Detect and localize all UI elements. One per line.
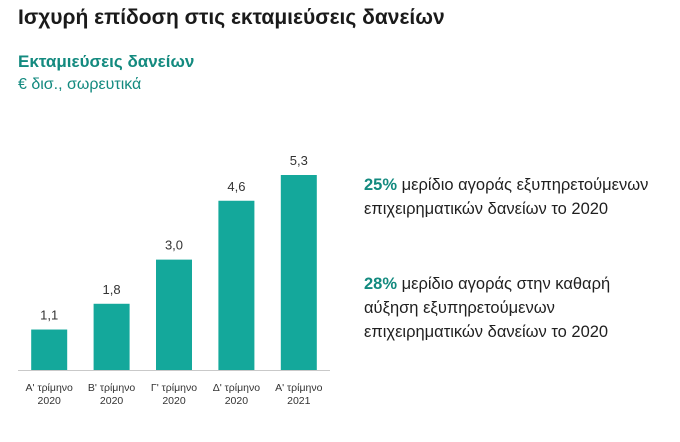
x-tick-label: 2020 [225,395,249,407]
highlight-percent: 28% [364,275,398,293]
x-tick-label: 2020 [162,395,186,407]
x-tick-label: Δ' τρίμηνο [213,382,261,394]
x-tick-label: Α' τρίμηνο [275,382,323,394]
bar-value-label: 5,3 [290,153,308,168]
highlight-text: μερίδιο αγοράς στην καθαρή αύξηση εξυπηρ… [364,275,611,341]
x-tick-label: 2021 [287,395,311,407]
page-title: Ισχυρή επίδοση στις εκταμιεύσεις δανείων [18,6,445,29]
highlight-net-growth-share: 28% μερίδιο αγοράς στην καθαρή αύξηση εξ… [364,272,664,344]
highlight-percent: 25% [364,176,398,194]
chart-subtitle: € δισ., σωρευτικά [18,76,142,93]
highlight-market-share: 25% μερίδιο αγοράς εξυπηρετούμενων επιχε… [364,173,664,221]
bar [31,329,68,370]
bar [280,175,317,370]
bar-value-label: 3,0 [165,238,183,253]
bar-value-label: 4,6 [227,179,245,194]
x-tick-label: 2020 [100,395,124,407]
bar-value-label: 1,8 [103,282,121,297]
bar [218,200,255,370]
chart-title: Εκταμιεύσεις δανείων [18,52,195,71]
highlight-text: μερίδιο αγοράς εξυπηρετούμενων επιχειρημ… [364,176,649,218]
x-tick-label: 2020 [38,395,62,407]
x-tick-label: Γ' τρίμηνο [151,382,197,394]
x-tick-label: Α' τρίμηνο [26,382,74,394]
x-tick-label: Β' τρίμηνο [88,382,136,394]
bar-value-label: 1,1 [40,308,58,323]
bar [93,303,130,370]
bar [156,259,192,370]
